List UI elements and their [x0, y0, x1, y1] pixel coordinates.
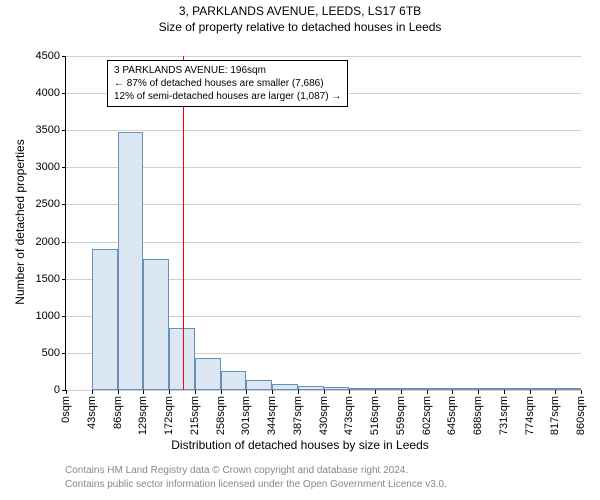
x-tick-label: 860sqm: [575, 396, 587, 435]
x-tick-label: 774sqm: [524, 396, 536, 435]
y-tick-mark: [62, 167, 66, 168]
x-tick-mark: [530, 390, 531, 394]
y-tick-label: 2000: [36, 236, 60, 248]
y-tick-label: 1500: [36, 273, 60, 285]
chart-title-line2: Size of property relative to detached ho…: [0, 20, 600, 34]
x-tick-label: 645sqm: [446, 396, 458, 435]
x-tick-mark: [118, 390, 119, 394]
histogram-bar: [555, 388, 581, 390]
y-tick-label: 3500: [36, 124, 60, 136]
x-tick-mark: [221, 390, 222, 394]
annotation-line: 3 PARKLANDS AVENUE: 196sqm: [114, 64, 341, 77]
x-tick-label: 258sqm: [215, 396, 227, 435]
grid-line: [66, 242, 581, 243]
x-tick-mark: [92, 390, 93, 394]
histogram-bar: [375, 388, 401, 390]
x-tick-mark: [581, 390, 582, 394]
y-tick-label: 2500: [36, 198, 60, 210]
x-tick-mark: [272, 390, 273, 394]
y-tick-label: 4000: [36, 87, 60, 99]
x-tick-label: 43sqm: [86, 396, 98, 429]
histogram-bar: [221, 371, 247, 390]
y-tick-mark: [62, 316, 66, 317]
x-tick-label: 301sqm: [240, 396, 252, 435]
y-tick-mark: [62, 93, 66, 94]
x-tick-mark: [246, 390, 247, 394]
x-tick-mark: [298, 390, 299, 394]
x-tick-mark: [169, 390, 170, 394]
annotation-box: 3 PARKLANDS AVENUE: 196sqm← 87% of detac…: [107, 60, 348, 107]
y-tick-mark: [62, 279, 66, 280]
x-tick-mark: [478, 390, 479, 394]
histogram-bar: [401, 388, 427, 390]
x-tick-label: 817sqm: [549, 396, 561, 435]
histogram-bar: [246, 380, 272, 390]
histogram-bar: [427, 388, 453, 390]
grid-line: [66, 204, 581, 205]
y-tick-mark: [62, 204, 66, 205]
grid-line: [66, 130, 581, 131]
x-tick-label: 559sqm: [395, 396, 407, 435]
x-tick-mark: [143, 390, 144, 394]
annotation-line: ← 87% of detached houses are smaller (7,…: [114, 77, 341, 90]
histogram-bar: [169, 328, 195, 390]
y-tick-label: 0: [54, 384, 60, 396]
y-tick-mark: [62, 56, 66, 57]
chart-title-line1: 3, PARKLANDS AVENUE, LEEDS, LS17 6TB: [0, 4, 600, 18]
x-tick-label: 129sqm: [137, 396, 149, 435]
x-tick-label: 387sqm: [292, 396, 304, 435]
grid-line: [66, 167, 581, 168]
y-tick-label: 3000: [36, 161, 60, 173]
chart-container: { "chart": { "type": "histogram", "title…: [0, 0, 600, 500]
histogram-bar: [298, 386, 324, 390]
x-tick-mark: [427, 390, 428, 394]
x-tick-mark: [452, 390, 453, 394]
y-tick-mark: [62, 353, 66, 354]
y-tick-mark: [62, 242, 66, 243]
y-tick-label: 500: [42, 347, 60, 359]
histogram-bar: [92, 249, 118, 390]
histogram-bar: [452, 388, 478, 390]
x-tick-mark: [375, 390, 376, 394]
x-tick-mark: [349, 390, 350, 394]
histogram-bar: [272, 384, 298, 390]
y-tick-mark: [62, 130, 66, 131]
x-tick-label: 473sqm: [343, 396, 355, 435]
x-tick-mark: [324, 390, 325, 394]
x-tick-label: 0sqm: [60, 396, 72, 423]
x-tick-mark: [555, 390, 556, 394]
footer-line1: Contains HM Land Registry data © Crown c…: [65, 465, 408, 476]
x-tick-mark: [401, 390, 402, 394]
histogram-bar: [324, 387, 350, 390]
y-tick-label: 1000: [36, 310, 60, 322]
x-tick-label: 688sqm: [472, 396, 484, 435]
x-tick-label: 215sqm: [189, 396, 201, 435]
x-tick-label: 86sqm: [112, 396, 124, 429]
x-tick-mark: [504, 390, 505, 394]
x-tick-label: 602sqm: [421, 396, 433, 435]
x-tick-label: 731sqm: [498, 396, 510, 435]
y-tick-label: 4500: [36, 50, 60, 62]
histogram-bar: [143, 259, 169, 390]
histogram-bar: [504, 388, 530, 390]
histogram-bar: [349, 388, 375, 390]
histogram-bar: [195, 358, 221, 390]
histogram-bar: [530, 388, 556, 390]
x-tick-label: 344sqm: [266, 396, 278, 435]
histogram-bar: [478, 388, 504, 390]
x-tick-label: 172sqm: [163, 396, 175, 435]
y-axis-label: Number of detached properties: [13, 122, 27, 322]
x-tick-mark: [66, 390, 67, 394]
x-tick-mark: [195, 390, 196, 394]
footer-line2: Contains public sector information licen…: [65, 479, 447, 490]
x-tick-label: 430sqm: [318, 396, 330, 435]
annotation-line: 12% of semi-detached houses are larger (…: [114, 90, 341, 103]
grid-line: [66, 56, 581, 57]
x-tick-label: 516sqm: [369, 396, 381, 435]
x-axis-label: Distribution of detached houses by size …: [0, 438, 600, 452]
histogram-bar: [118, 132, 144, 390]
